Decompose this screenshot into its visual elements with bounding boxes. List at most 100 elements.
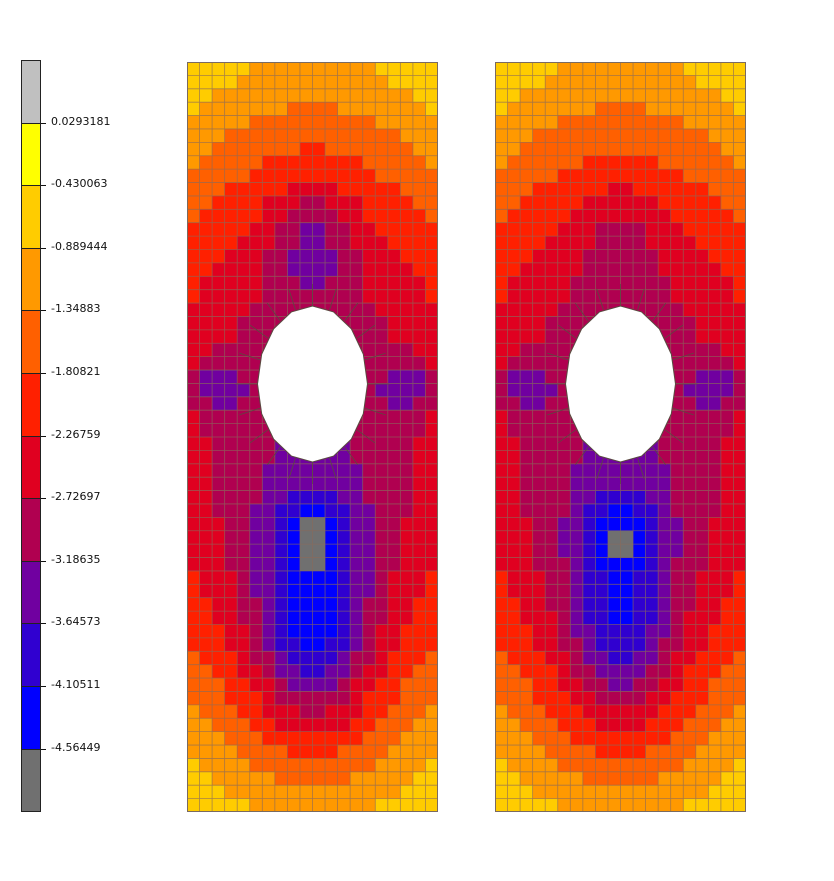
contour-cell bbox=[412, 450, 426, 465]
contour-cell bbox=[362, 343, 376, 357]
contour-cell bbox=[187, 678, 200, 692]
contour-cell bbox=[607, 704, 621, 719]
legend-label: -0.430063 bbox=[51, 177, 108, 191]
contour-cell bbox=[532, 731, 546, 746]
contour-cell bbox=[645, 463, 659, 478]
contour-cell bbox=[274, 477, 288, 491]
contour-cell bbox=[495, 370, 508, 384]
contour-cell bbox=[262, 557, 276, 572]
contour-cell bbox=[733, 691, 746, 706]
contour-cell bbox=[570, 209, 584, 224]
contour-cell bbox=[375, 289, 389, 304]
contour-cell bbox=[545, 691, 559, 706]
contour-cell bbox=[249, 195, 263, 210]
contour-cell bbox=[274, 62, 288, 76]
contour-cell bbox=[350, 303, 363, 317]
contour-cell bbox=[224, 624, 238, 639]
contour-cell bbox=[224, 115, 238, 130]
contour-cell bbox=[425, 423, 438, 438]
contour-cell bbox=[312, 517, 326, 532]
contour-cell bbox=[287, 678, 301, 692]
contour-cell bbox=[645, 128, 659, 143]
plate-contour-left bbox=[187, 62, 438, 812]
contour-cell bbox=[532, 785, 546, 799]
contour-cell bbox=[224, 262, 238, 277]
contour-cell bbox=[375, 450, 389, 465]
contour-cell bbox=[299, 195, 313, 210]
contour-cell bbox=[312, 624, 326, 639]
contour-cell bbox=[733, 155, 746, 170]
contour-cell bbox=[325, 75, 338, 90]
contour-cell bbox=[187, 530, 200, 545]
contour-cell bbox=[658, 249, 671, 264]
contour-cell bbox=[507, 544, 521, 558]
contour-cell bbox=[350, 437, 363, 451]
contour-cell bbox=[595, 490, 609, 505]
contour-cell bbox=[683, 678, 697, 692]
contour-cell bbox=[412, 477, 426, 491]
contour-cell bbox=[658, 128, 671, 143]
contour-cell bbox=[720, 62, 734, 76]
contour-cell bbox=[337, 503, 351, 518]
contour-cell bbox=[545, 115, 559, 130]
contour-cell bbox=[187, 731, 200, 746]
contour-cell bbox=[532, 477, 546, 491]
contour-cell bbox=[695, 463, 709, 478]
contour-cell bbox=[262, 236, 276, 250]
contour-cell bbox=[495, 88, 508, 103]
contour-cell bbox=[237, 678, 251, 692]
contour-cell bbox=[400, 691, 414, 706]
contour-cell bbox=[187, 624, 200, 639]
contour-cell bbox=[708, 718, 722, 732]
contour-cell bbox=[337, 544, 351, 558]
contour-cell bbox=[633, 691, 646, 706]
contour-cell bbox=[607, 155, 621, 170]
contour-cell bbox=[337, 303, 351, 317]
contour-cell bbox=[199, 316, 213, 331]
contour-cell bbox=[532, 423, 546, 438]
contour-cell bbox=[350, 477, 363, 491]
contour-cell bbox=[224, 611, 238, 625]
contour-cell bbox=[375, 584, 389, 599]
contour-cell bbox=[212, 182, 225, 197]
contour-cell bbox=[582, 624, 596, 639]
contour-cell bbox=[350, 530, 363, 545]
contour-cell bbox=[375, 169, 389, 183]
contour-cell bbox=[287, 115, 301, 130]
contour-cell bbox=[299, 222, 313, 237]
contour-cell bbox=[582, 115, 596, 130]
contour-cell bbox=[733, 356, 746, 371]
contour-cell bbox=[187, 356, 200, 371]
contour-cell bbox=[570, 463, 584, 478]
contour-cell bbox=[362, 410, 376, 424]
contour-cell bbox=[645, 142, 659, 157]
contour-cell bbox=[224, 718, 238, 732]
contour-cell bbox=[224, 236, 238, 250]
contour-cell bbox=[670, 88, 684, 103]
contour-cell bbox=[520, 637, 533, 652]
contour-cell bbox=[507, 664, 521, 679]
contour-cell bbox=[212, 195, 225, 210]
contour-cell bbox=[237, 195, 251, 210]
contour-cell bbox=[199, 329, 213, 344]
contour-cell bbox=[312, 289, 326, 304]
contour-cell bbox=[237, 637, 251, 652]
contour-cell bbox=[633, 557, 646, 572]
contour-cell bbox=[570, 758, 584, 773]
contour-cell bbox=[595, 155, 609, 170]
contour-cell bbox=[337, 517, 351, 532]
contour-cell bbox=[237, 450, 251, 465]
contour-cell bbox=[683, 557, 697, 572]
contour-cell bbox=[387, 222, 401, 237]
contour-cell bbox=[287, 758, 301, 773]
contour-cell bbox=[249, 530, 263, 545]
contour-cell bbox=[312, 155, 326, 170]
contour-cell bbox=[695, 142, 709, 157]
contour-cell bbox=[249, 624, 263, 639]
contour-cell bbox=[249, 517, 263, 532]
contour-cell bbox=[633, 236, 646, 250]
contour-cell bbox=[695, 169, 709, 183]
contour-cell bbox=[620, 745, 634, 759]
legend-swatch bbox=[21, 748, 41, 813]
contour-cell bbox=[199, 115, 213, 130]
